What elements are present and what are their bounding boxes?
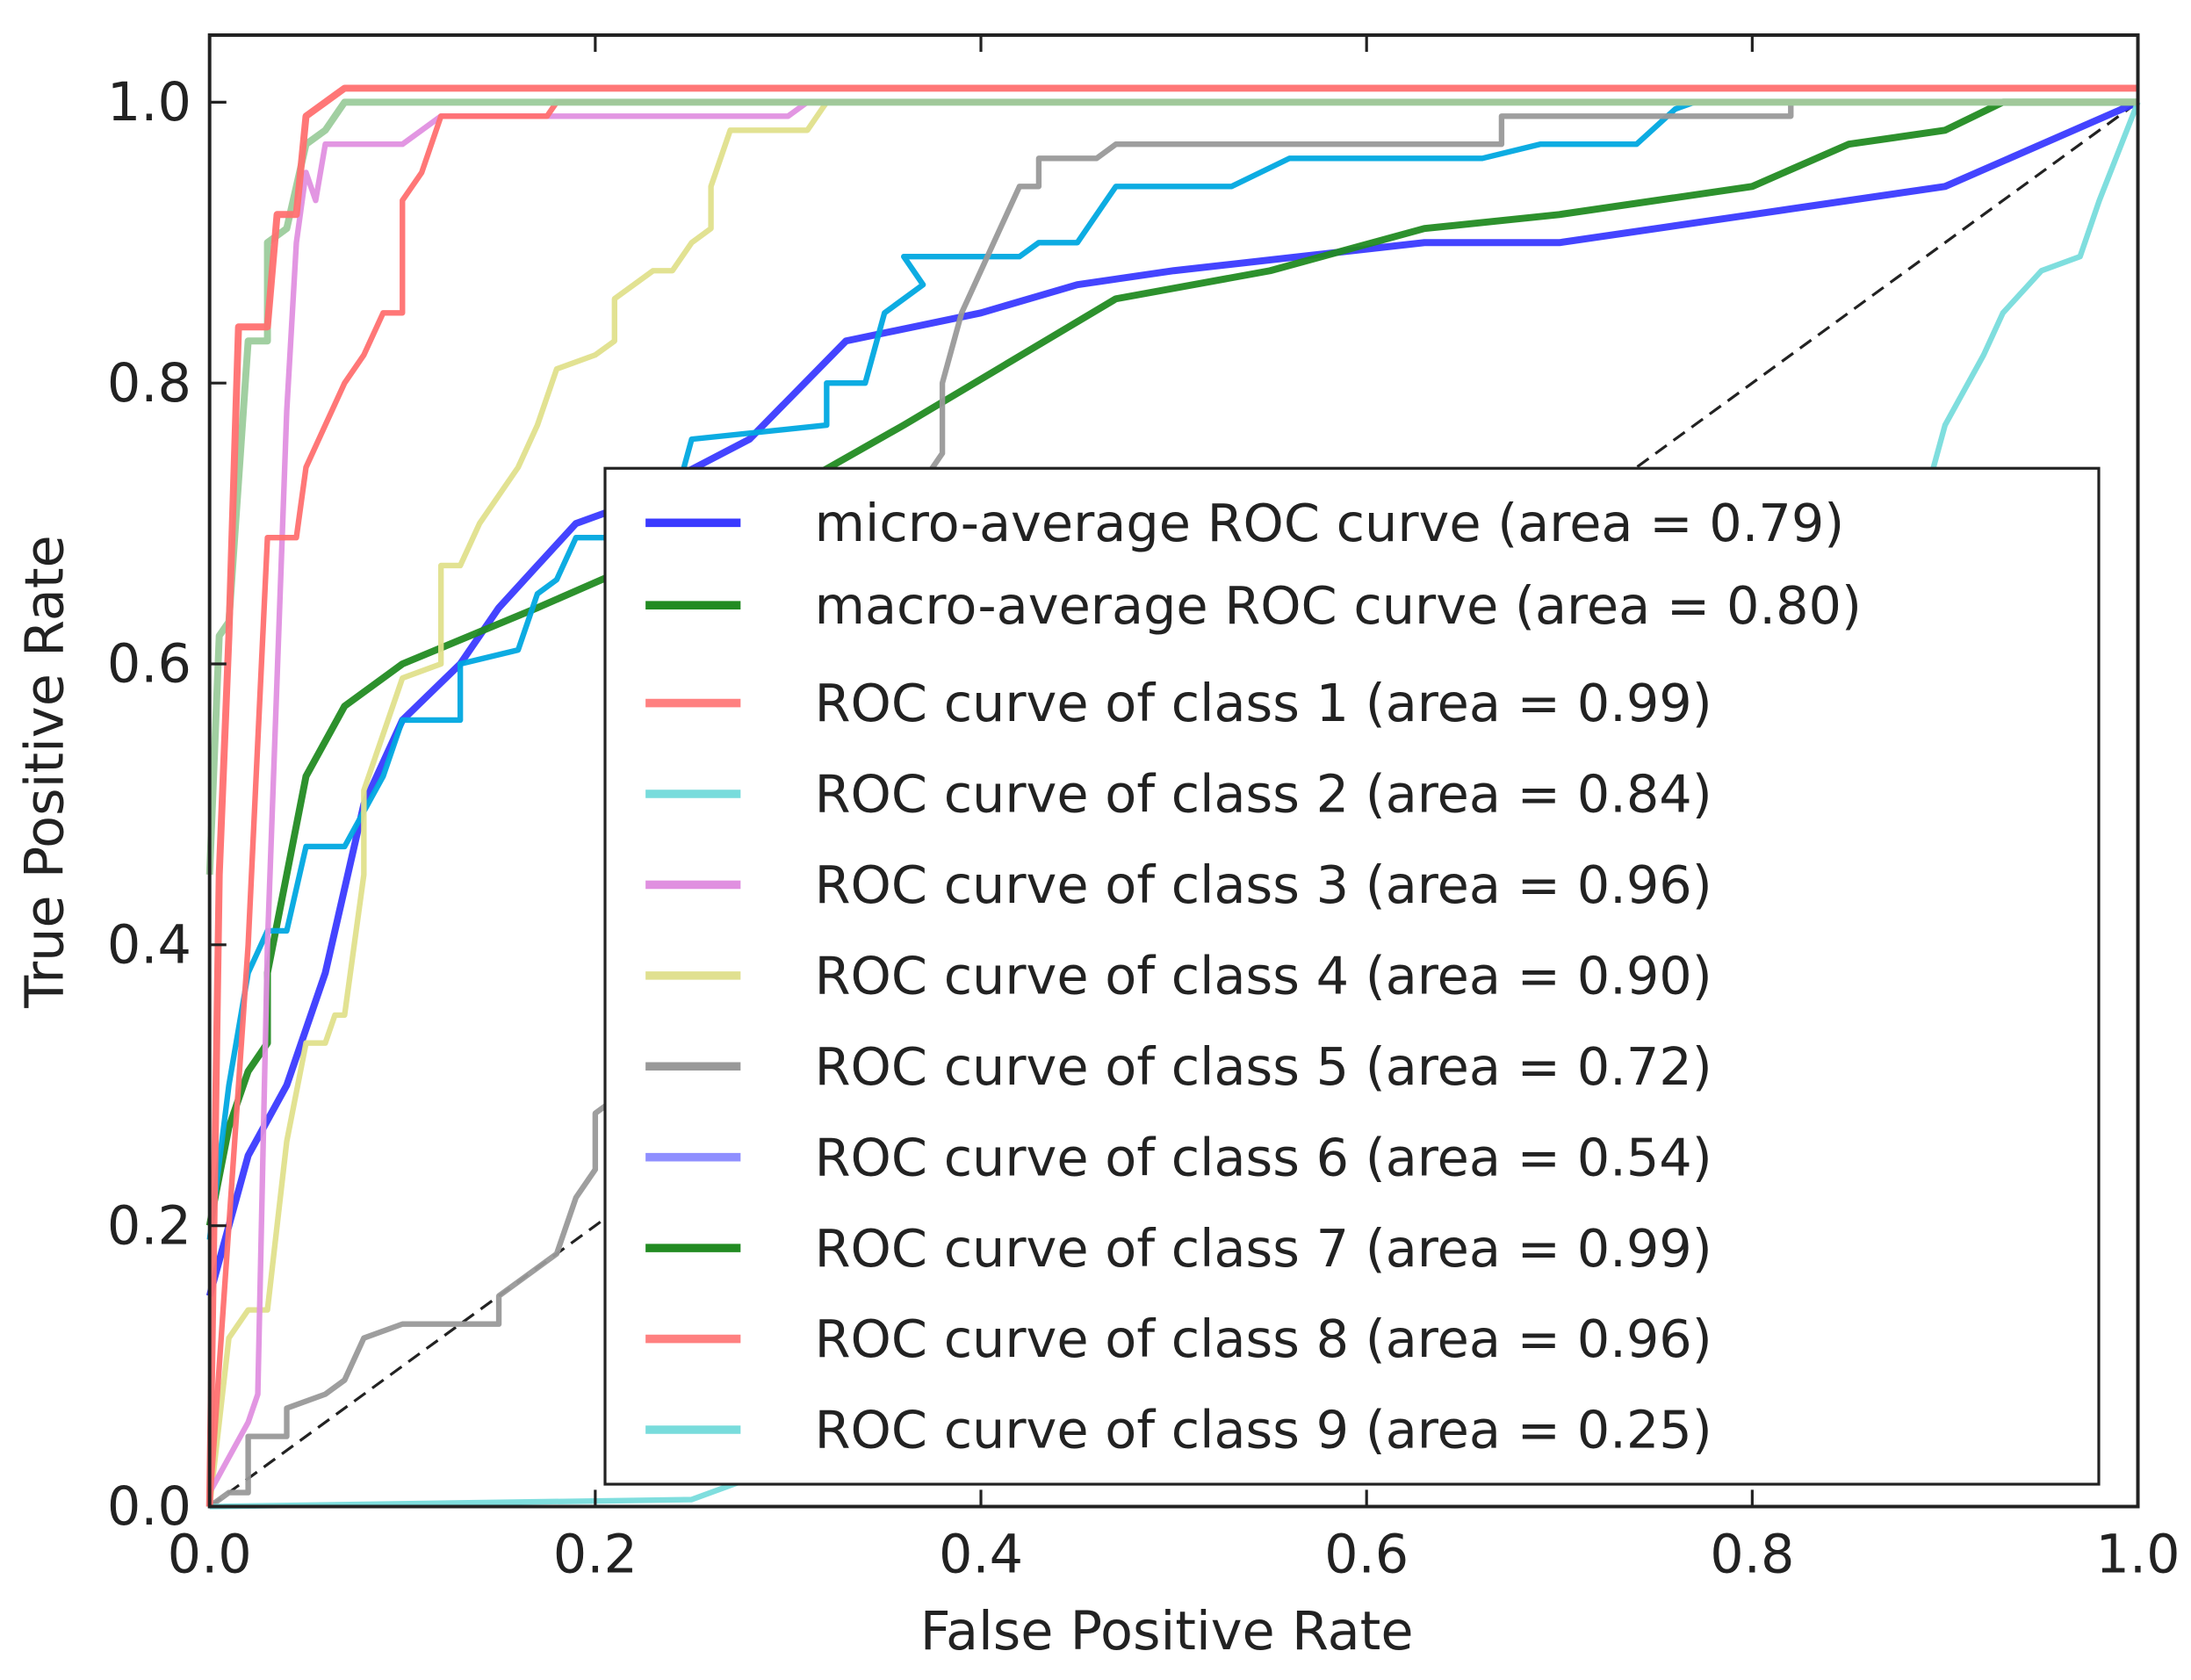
y-tick-label: 0.8 xyxy=(107,353,191,415)
x-tick-label: 0.8 xyxy=(1710,1524,1794,1585)
series-class-2-line xyxy=(206,99,2138,1240)
legend-box xyxy=(603,466,2101,1486)
y-tick-label: 0.0 xyxy=(107,1476,191,1538)
y-tick-label: 1.0 xyxy=(107,72,191,133)
legend-label: ROC curve of class 5 (area = 0.72) xyxy=(815,1036,1712,1097)
legend-label: ROC curve of class 2 (area = 0.84) xyxy=(815,764,1712,825)
x-tick-label: 1.0 xyxy=(2095,1524,2180,1585)
legend-label: ROC curve of class 6 (area = 0.54) xyxy=(815,1127,1712,1187)
legend-label: macro-average ROC curve (area = 0.80) xyxy=(815,575,1862,636)
series-class-8-line xyxy=(206,99,2138,1507)
legend-label: ROC curve of class 4 (area = 0.90) xyxy=(815,946,1712,1006)
legend-label: ROC curve of class 3 (area = 0.96) xyxy=(815,854,1712,915)
series-class-1-line xyxy=(205,84,2138,1507)
ticks-layer: 0.0 0.2 0.4 0.6 0.8 1.0 0.0 0.2 0.4 0.6 0.8 1.0 xyxy=(107,34,2180,1585)
legend-label: ROC curve of class 8 (area = 0.96) xyxy=(815,1309,1712,1369)
legend: micro-average ROC curve (area = 0.79) mac… xyxy=(603,466,2101,1486)
x-tick-label: 0.6 xyxy=(1324,1524,1409,1585)
y-axis-label: True Positive Rate xyxy=(15,535,76,1009)
series-class-3-line xyxy=(206,99,2138,1495)
series-class-4-line xyxy=(206,99,2138,1507)
legend-label: micro-average ROC curve (area = 0.79) xyxy=(815,493,1845,553)
series-class-7-line xyxy=(205,98,2138,876)
legend-label: ROC curve of class 7 (area = 0.99) xyxy=(815,1218,1712,1279)
x-tick-label: 0.2 xyxy=(553,1524,638,1585)
x-tick-label: 0.0 xyxy=(168,1524,252,1585)
x-axis-label: False Positive Rate xyxy=(920,1601,1414,1662)
x-tick-label: 0.4 xyxy=(939,1524,1023,1585)
y-tick-label: 0.2 xyxy=(107,1195,191,1257)
legend-label: ROC curve of class 9 (area = 0.25) xyxy=(815,1400,1712,1460)
legend-label: ROC curve of class 1 (area = 0.99) xyxy=(815,673,1712,733)
y-tick-label: 0.4 xyxy=(107,915,191,977)
y-tick-label: 0.6 xyxy=(107,634,191,696)
plot-frame xyxy=(207,32,2140,1509)
